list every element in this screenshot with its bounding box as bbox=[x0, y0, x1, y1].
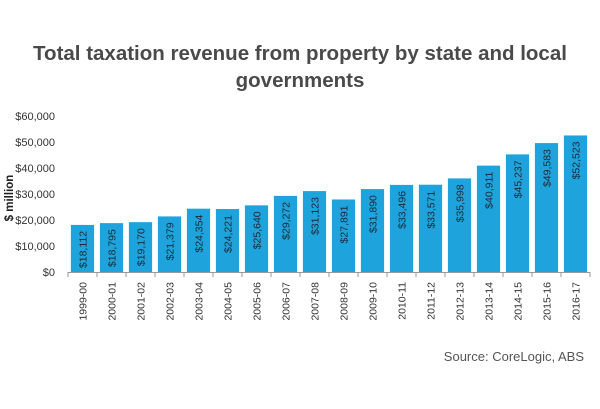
y-tick-label: $10,000 bbox=[15, 241, 55, 253]
x-tick-label: 2011-12 bbox=[426, 282, 438, 320]
bar-value-label: $52,523 bbox=[571, 141, 583, 179]
x-tick-label: 2007-08 bbox=[310, 282, 322, 321]
bar bbox=[302, 191, 327, 272]
x-tick-label: 2002-03 bbox=[165, 282, 177, 321]
y-tick-label: $20,000 bbox=[15, 215, 55, 227]
x-tick-label: 2010-11 bbox=[397, 282, 409, 320]
bar bbox=[70, 224, 95, 272]
bar-value-label: $35,998 bbox=[455, 184, 467, 222]
bar bbox=[186, 208, 211, 272]
bar-value-label: $18,112 bbox=[78, 231, 90, 268]
bar-value-label: $45,237 bbox=[513, 160, 525, 198]
bar-value-label: $19,170 bbox=[136, 228, 148, 266]
y-tick-label: $30,000 bbox=[15, 189, 55, 201]
y-tick-label: $0 bbox=[43, 267, 55, 279]
x-tick-label: 2001-02 bbox=[136, 282, 148, 321]
bar-value-label: $21,379 bbox=[165, 222, 177, 260]
bar bbox=[157, 216, 182, 272]
x-tick-label: 1999-00 bbox=[78, 282, 90, 321]
bar-value-label: $49,583 bbox=[542, 149, 554, 187]
x-tick-label: 2009-10 bbox=[368, 282, 380, 321]
bar bbox=[215, 209, 240, 272]
bar-value-label: $31,123 bbox=[310, 197, 322, 235]
chart-title: Total taxation revenue from property by … bbox=[0, 40, 600, 94]
y-tick-label: $40,000 bbox=[15, 163, 55, 175]
chart-title-line-2: governments bbox=[235, 69, 365, 92]
bar bbox=[331, 199, 356, 272]
bar bbox=[447, 178, 472, 272]
bar bbox=[534, 143, 559, 272]
y-tick-label: $50,000 bbox=[15, 137, 55, 149]
y-axis-label: $ million bbox=[4, 175, 16, 222]
bar-value-label: $31,890 bbox=[368, 195, 380, 233]
bar bbox=[389, 184, 414, 272]
x-tick-label: 2005-06 bbox=[252, 282, 264, 321]
x-tick-label: 2016-17 bbox=[571, 282, 583, 321]
bar-value-label: $40,911 bbox=[484, 171, 496, 208]
bar bbox=[99, 223, 124, 272]
x-tick-label: 2012-13 bbox=[455, 282, 467, 321]
x-tick-label: 2003-04 bbox=[194, 282, 206, 321]
x-tick-label: 2004-05 bbox=[223, 282, 235, 321]
bar-value-label: $33,496 bbox=[397, 191, 409, 229]
bar-value-label: $25,640 bbox=[252, 211, 264, 249]
y-tick-label: $60,000 bbox=[15, 111, 55, 123]
bar-value-label: $29,272 bbox=[281, 202, 293, 240]
bar bbox=[476, 165, 501, 272]
bar bbox=[273, 195, 298, 272]
bar bbox=[360, 189, 385, 272]
bar bbox=[418, 184, 443, 272]
chart-title-line-1: Total taxation revenue from property by … bbox=[33, 42, 567, 65]
bar-value-label: $18,795 bbox=[107, 229, 119, 267]
x-tick-label: 2015-16 bbox=[542, 282, 554, 321]
bar-value-label: $24,354 bbox=[194, 215, 206, 253]
bar-value-label: $33,571 bbox=[426, 191, 438, 229]
bar bbox=[505, 154, 530, 272]
bar-value-label: $27,891 bbox=[339, 205, 351, 243]
x-tick-label: 2013-14 bbox=[484, 282, 496, 321]
source-note: Source: CoreLogic, ABS bbox=[443, 349, 584, 364]
x-tick-label: 2008-09 bbox=[339, 282, 351, 321]
bar bbox=[563, 135, 588, 272]
bar-value-label: $24,221 bbox=[223, 215, 235, 253]
bar bbox=[244, 205, 269, 272]
x-tick-label: 2000-01 bbox=[107, 282, 119, 321]
x-tick-label: 2006-07 bbox=[281, 282, 293, 321]
x-tick-label: 2014-15 bbox=[513, 282, 525, 321]
bar bbox=[128, 222, 153, 272]
